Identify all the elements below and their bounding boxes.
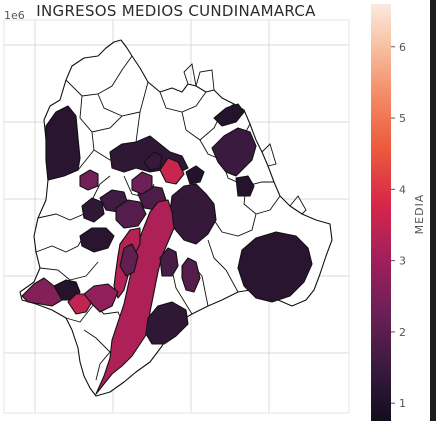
region-r24[interactable]	[181, 257, 201, 293]
boundary-25	[183, 63, 197, 87]
region-r07[interactable]	[159, 157, 185, 185]
region-r21[interactable]	[21, 277, 63, 307]
region-r05[interactable]	[235, 175, 255, 197]
boundary-21	[195, 69, 215, 91]
chart-title: INGRESOS MEDIOS CUNDINAMARCA	[36, 2, 316, 20]
colorbar-tick-label-6: 6	[399, 41, 406, 54]
map-axes	[3, 19, 350, 414]
colorbar-tick-label-5: 5	[399, 112, 406, 125]
region-r14[interactable]	[131, 171, 153, 195]
boundary-1	[65, 55, 133, 97]
boundary-13	[243, 185, 281, 215]
region-r17[interactable]	[95, 199, 175, 395]
region-r26[interactable]	[159, 247, 179, 277]
boundary-19	[83, 329, 111, 353]
region-r27[interactable]	[185, 165, 205, 185]
axis-offset-label: 1e6	[4, 9, 25, 22]
colorbar-label: MEDIA	[413, 194, 426, 235]
region-r01[interactable]	[45, 105, 81, 181]
region-r12[interactable]	[115, 199, 147, 229]
boundary-23	[289, 195, 307, 215]
boundary-17	[171, 269, 193, 315]
region-r08[interactable]	[79, 169, 99, 191]
region-r09[interactable]	[143, 151, 163, 171]
colorbar-tick-label-1: 1	[399, 397, 406, 410]
region-r23[interactable]	[83, 283, 119, 313]
colorbar-tick-label-2: 2	[399, 326, 406, 339]
colorbar-tick-label-3: 3	[399, 255, 406, 268]
region-r06[interactable]	[237, 231, 313, 303]
window-edge	[430, 0, 436, 421]
colorbar: 1 2 3 4 5 6 MEDIA	[371, 4, 426, 421]
region-r03[interactable]	[213, 103, 245, 127]
boundary-15	[207, 239, 239, 293]
region-r04[interactable]	[211, 127, 257, 177]
boundary-22	[261, 143, 277, 167]
colorbar-ticks: 1 2 3 4 5 6	[391, 41, 406, 410]
boundary-20	[65, 303, 95, 323]
boundary-3	[97, 93, 123, 117]
municipalities-with-data	[21, 103, 313, 395]
boundary-11	[39, 261, 99, 281]
boundary-14	[213, 213, 257, 237]
region-r10[interactable]	[81, 197, 105, 223]
region-r15[interactable]	[79, 227, 115, 253]
colorbar-gradient	[371, 4, 391, 421]
plot-frame	[3, 19, 350, 414]
colorbar-tick-label-4: 4	[399, 183, 406, 196]
region-r25[interactable]	[119, 243, 139, 277]
region-r18[interactable]	[145, 301, 189, 345]
map-layer	[19, 39, 333, 397]
